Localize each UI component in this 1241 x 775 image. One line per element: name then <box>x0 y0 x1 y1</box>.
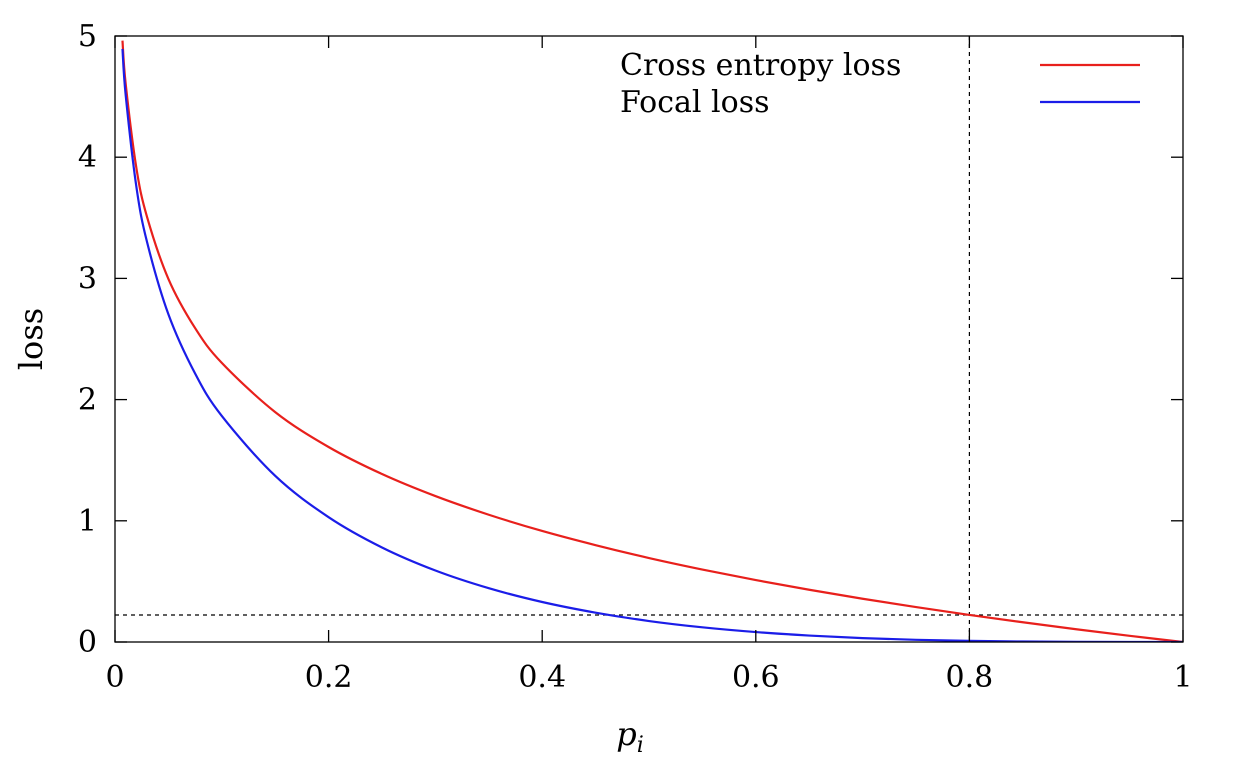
x-axis-label-subscript: i <box>637 733 644 758</box>
y-tick-label: 5 <box>78 19 97 54</box>
x-axis-label: pi <box>616 715 644 758</box>
x-tick-label: 0.4 <box>518 660 566 695</box>
y-tick-label: 3 <box>78 261 97 296</box>
reference-lines <box>115 36 1183 642</box>
x-axis-label-base: p <box>616 715 636 753</box>
x-tick-label: 1 <box>1173 660 1192 695</box>
legend-label-cross-entropy: Cross entropy loss <box>620 48 901 83</box>
legend-label-focal: Focal loss <box>620 85 770 120</box>
y-tick-label: 1 <box>78 504 97 539</box>
y-tick-label: 4 <box>78 140 97 175</box>
y-tick-label: 2 <box>78 383 97 418</box>
x-tick-label: 0.8 <box>946 660 994 695</box>
cross-entropy-loss-line <box>121 40 1183 642</box>
y-axis-label: loss <box>12 308 50 370</box>
x-tick-label: 0.6 <box>732 660 780 695</box>
x-tick-label: 0.2 <box>305 660 353 695</box>
plot-frame <box>114 35 1184 643</box>
axis-ticks <box>114 35 1184 643</box>
x-tick-label: 0 <box>105 660 124 695</box>
tick-labels: 0 0.2 0.4 0.6 0.8 1 0 1 2 3 4 5 <box>78 19 1193 695</box>
y-tick-label: 0 <box>78 625 97 660</box>
